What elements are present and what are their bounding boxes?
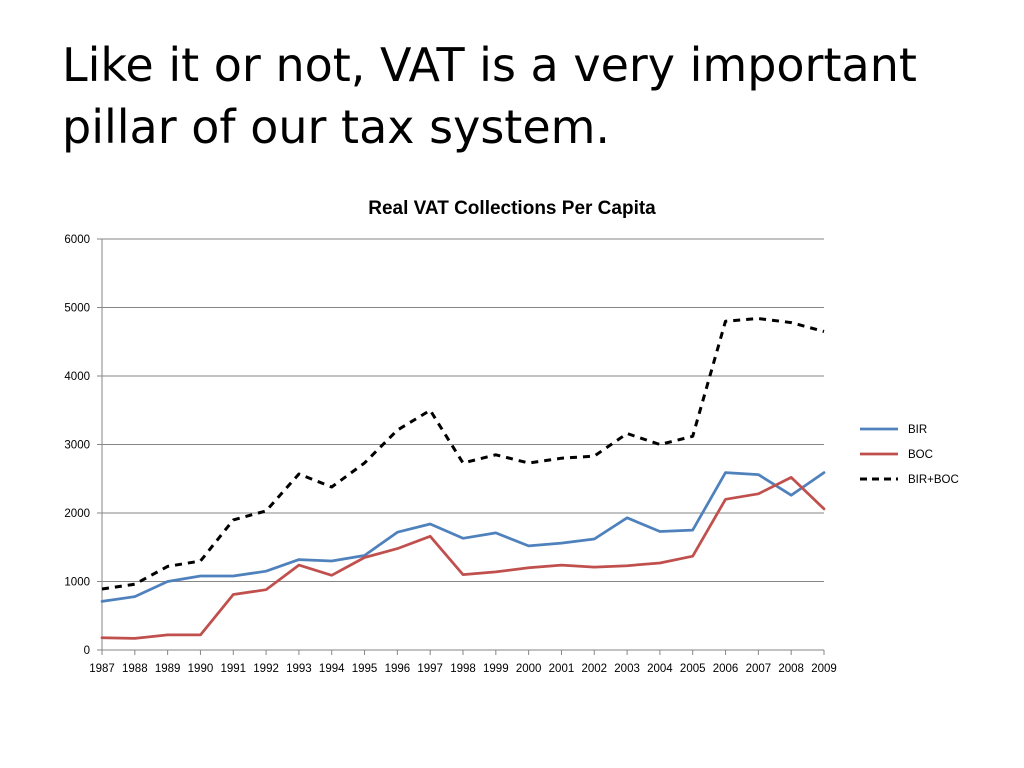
y-tick-label: 2000 <box>64 508 90 520</box>
legend: BIR BOC BIR+BOC <box>860 424 959 486</box>
x-tick-label: 1998 <box>450 663 476 675</box>
x-tick-label: 2006 <box>713 663 739 675</box>
x-tick-label: 1989 <box>155 663 181 675</box>
x-tick-label: 2001 <box>549 663 575 675</box>
x-tick-label: 2008 <box>778 663 804 675</box>
gridlines <box>102 238 824 582</box>
series-line-bir-boc <box>101 317 825 591</box>
x-tick-label: 2000 <box>516 663 542 675</box>
y-tick-label: 1000 <box>64 577 90 589</box>
x-tick-label: 1997 <box>417 663 443 675</box>
axes: 0 1000 2000 3000 4000 5000 6000 1987 1988 1989 199… <box>64 234 836 675</box>
x-tick-label: 2003 <box>614 663 640 675</box>
chart-title: Real VAT Collections Per Capita <box>368 198 656 219</box>
series-line-bir <box>100 471 826 603</box>
legend-label: BIR <box>908 424 927 436</box>
slide-title: Like it or not, VAT is a very important … <box>62 38 917 154</box>
x-tick-label: 1991 <box>220 663 246 675</box>
x-tick-label: 2004 <box>647 663 673 675</box>
legend-label: BIR+BOC <box>908 474 959 486</box>
y-tick-label: 4000 <box>64 371 90 383</box>
x-tick-label: 1995 <box>352 663 378 675</box>
x-tick-label: 2009 <box>811 663 837 675</box>
series-line-boc <box>100 476 826 640</box>
x-tick-label: 2005 <box>680 663 706 675</box>
y-tick-label: 0 <box>84 645 90 657</box>
x-tick-label: 2007 <box>746 663 772 675</box>
x-tick-label: 1999 <box>483 663 509 675</box>
y-tick-label: 6000 <box>64 234 90 246</box>
x-tick-label: 1993 <box>286 663 312 675</box>
y-tick-label: 5000 <box>64 303 90 315</box>
x-tick-label: 1990 <box>188 663 214 675</box>
x-tick-label: 1996 <box>385 663 411 675</box>
x-tick-label: 2002 <box>581 663 607 675</box>
x-tick-label: 1994 <box>319 663 345 675</box>
y-tick-label: 3000 <box>64 440 90 452</box>
x-tick-label: 1992 <box>253 663 279 675</box>
legend-label: BOC <box>908 449 933 461</box>
x-tick-label: 1988 <box>122 663 148 675</box>
series-lines <box>100 317 826 640</box>
x-tick-label: 1987 <box>89 663 115 675</box>
